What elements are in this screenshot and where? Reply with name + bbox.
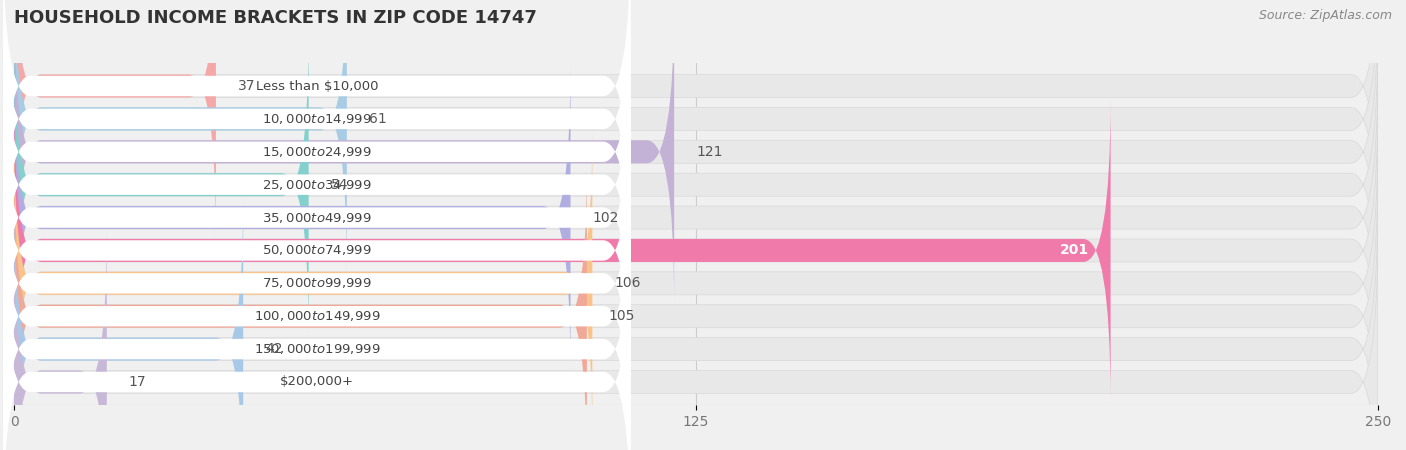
Text: $35,000 to $49,999: $35,000 to $49,999 bbox=[262, 211, 371, 225]
FancyBboxPatch shape bbox=[3, 0, 630, 306]
Text: $50,000 to $74,999: $50,000 to $74,999 bbox=[262, 243, 371, 257]
Text: 37: 37 bbox=[238, 79, 256, 93]
Text: $200,000+: $200,000+ bbox=[280, 375, 354, 388]
FancyBboxPatch shape bbox=[14, 196, 243, 450]
FancyBboxPatch shape bbox=[14, 0, 1378, 239]
Text: 61: 61 bbox=[368, 112, 387, 126]
Text: 201: 201 bbox=[1060, 243, 1088, 257]
FancyBboxPatch shape bbox=[14, 0, 217, 239]
Text: HOUSEHOLD INCOME BRACKETS IN ZIP CODE 14747: HOUSEHOLD INCOME BRACKETS IN ZIP CODE 14… bbox=[14, 9, 537, 27]
FancyBboxPatch shape bbox=[14, 130, 1378, 436]
Text: $10,000 to $14,999: $10,000 to $14,999 bbox=[262, 112, 371, 126]
Text: $25,000 to $34,999: $25,000 to $34,999 bbox=[262, 178, 371, 192]
FancyBboxPatch shape bbox=[14, 65, 571, 370]
FancyBboxPatch shape bbox=[3, 0, 630, 273]
FancyBboxPatch shape bbox=[14, 229, 107, 450]
FancyBboxPatch shape bbox=[3, 195, 630, 450]
FancyBboxPatch shape bbox=[3, 129, 630, 437]
Text: Less than $10,000: Less than $10,000 bbox=[256, 80, 378, 93]
FancyBboxPatch shape bbox=[3, 228, 630, 450]
FancyBboxPatch shape bbox=[3, 162, 630, 450]
FancyBboxPatch shape bbox=[14, 65, 1378, 370]
Text: $100,000 to $149,999: $100,000 to $149,999 bbox=[253, 309, 380, 323]
FancyBboxPatch shape bbox=[14, 98, 1378, 403]
Text: 105: 105 bbox=[609, 309, 636, 323]
FancyBboxPatch shape bbox=[3, 31, 630, 339]
FancyBboxPatch shape bbox=[14, 0, 1378, 272]
Text: $15,000 to $24,999: $15,000 to $24,999 bbox=[262, 145, 371, 159]
Text: 106: 106 bbox=[614, 276, 641, 290]
FancyBboxPatch shape bbox=[14, 32, 309, 338]
FancyBboxPatch shape bbox=[3, 0, 630, 240]
Text: Source: ZipAtlas.com: Source: ZipAtlas.com bbox=[1258, 9, 1392, 22]
FancyBboxPatch shape bbox=[14, 32, 1378, 338]
Text: $150,000 to $199,999: $150,000 to $199,999 bbox=[253, 342, 380, 356]
FancyBboxPatch shape bbox=[14, 163, 586, 450]
Text: 17: 17 bbox=[128, 375, 146, 389]
Text: $75,000 to $99,999: $75,000 to $99,999 bbox=[262, 276, 371, 290]
FancyBboxPatch shape bbox=[14, 0, 347, 272]
FancyBboxPatch shape bbox=[3, 63, 630, 372]
FancyBboxPatch shape bbox=[14, 0, 1378, 305]
FancyBboxPatch shape bbox=[14, 98, 1111, 403]
Text: 102: 102 bbox=[592, 211, 619, 225]
Text: 54: 54 bbox=[330, 178, 347, 192]
Text: 121: 121 bbox=[696, 145, 723, 159]
FancyBboxPatch shape bbox=[14, 163, 1378, 450]
FancyBboxPatch shape bbox=[14, 130, 592, 436]
FancyBboxPatch shape bbox=[14, 0, 673, 305]
FancyBboxPatch shape bbox=[14, 196, 1378, 450]
FancyBboxPatch shape bbox=[3, 96, 630, 405]
FancyBboxPatch shape bbox=[14, 229, 1378, 450]
Text: 42: 42 bbox=[264, 342, 283, 356]
